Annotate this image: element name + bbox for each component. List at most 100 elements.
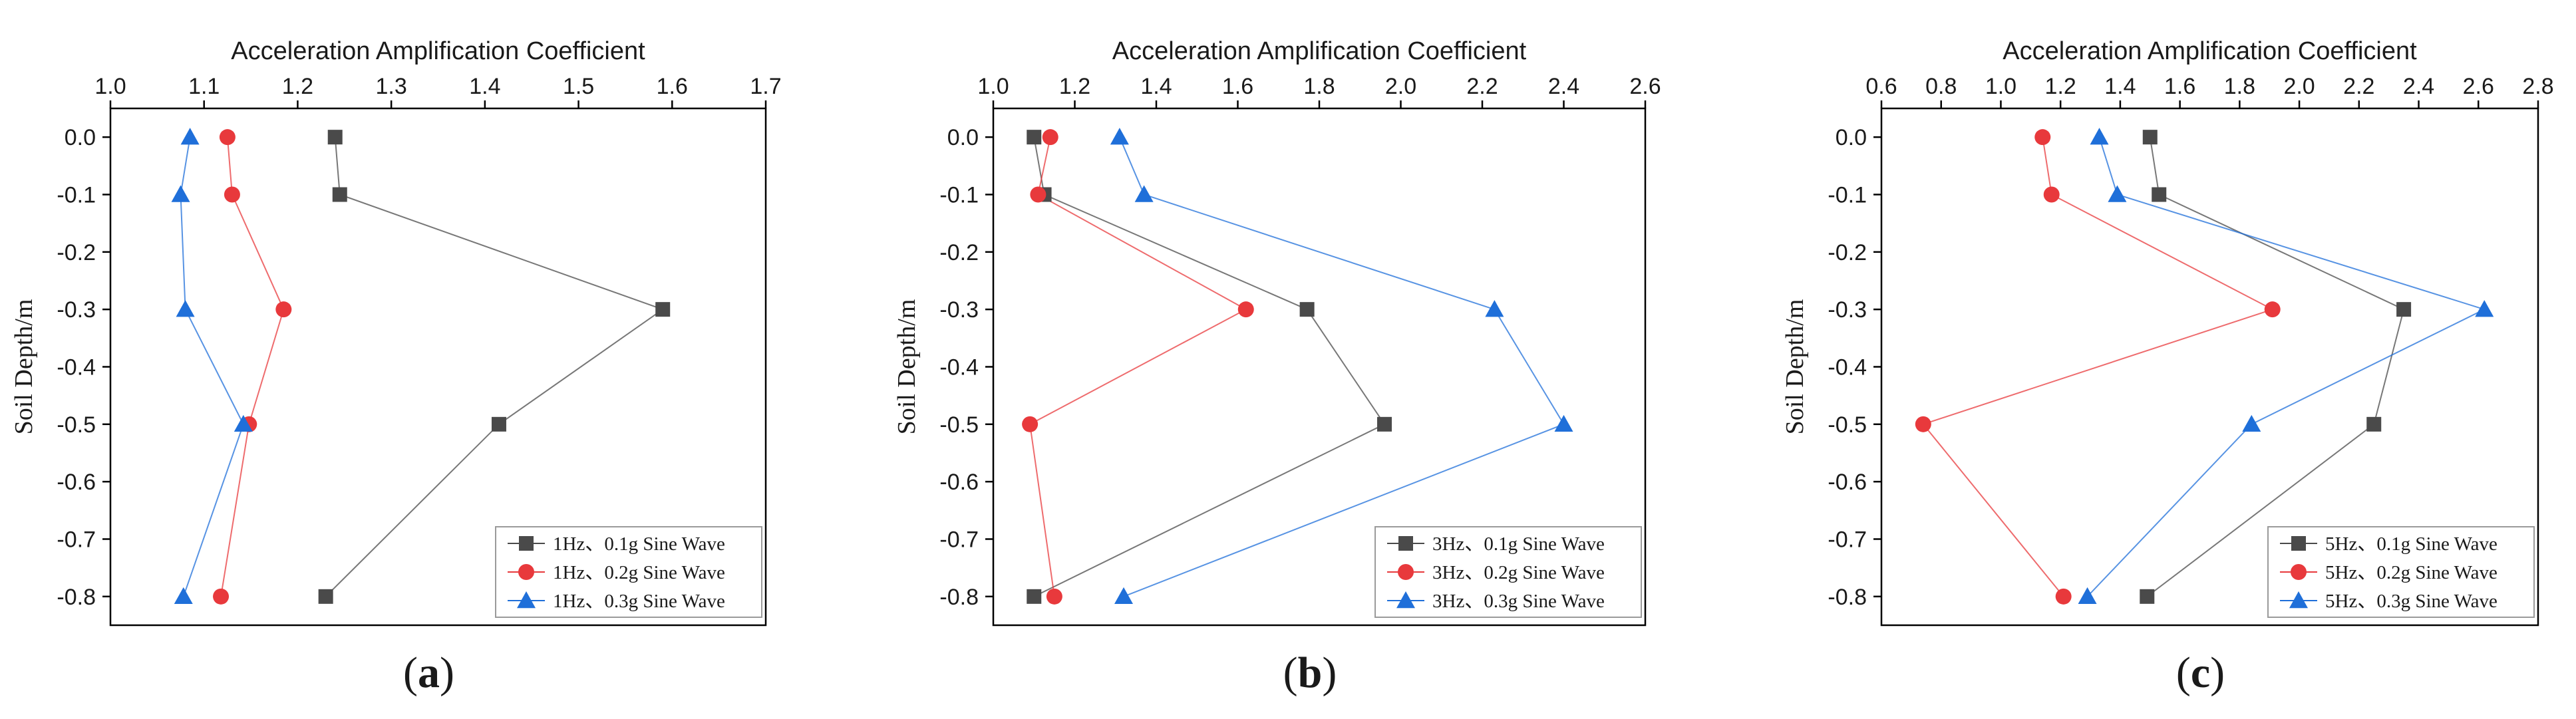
data-point-s3-5: [1114, 587, 1133, 605]
data-point-s3-4: [2242, 414, 2261, 432]
y-axis-title: Soil Depth/m: [1781, 299, 1809, 435]
data-point-s2-5: [213, 588, 230, 605]
x-tick-label: 2.0: [1385, 74, 1416, 99]
y-tick-label: 0.0: [947, 125, 979, 150]
data-point-s2-3: [1237, 301, 1254, 318]
x-tick-label: 0.8: [1925, 74, 1957, 99]
legend-label-3: 1Hz、0.3g Sine Wave: [553, 591, 725, 612]
data-point-s1-2: [332, 187, 347, 202]
legend: 5Hz、0.1g Sine Wave 5Hz、0.2g Sine Wave 5Hz、…: [2267, 526, 2535, 618]
legend-label-3: 5Hz、0.3g Sine Wave: [2325, 591, 2497, 612]
x-tick-label: 1.8: [1303, 74, 1335, 99]
chart-panel-c: 0.6 0.8 1.0 1.2 1.4 1.6 1.8 2.0 2.2 2.4 2.6 2.8 0.0 -…: [1781, 37, 2554, 697]
data-point-s1-5: [318, 589, 333, 604]
x-tick-label: 2.6: [1629, 74, 1661, 99]
y-axis-title: Soil Depth/m: [893, 299, 921, 435]
x-axis-title: Acceleration Amplification Coefficient: [231, 37, 645, 65]
x-axis-title: Acceleration Amplification Coefficient: [2003, 37, 2417, 65]
data-point-s2-4: [1022, 416, 1039, 432]
data-point-s1-3: [2396, 302, 2412, 317]
data-point-s2-2: [2043, 186, 2060, 203]
x-tick-label: 1.6: [657, 74, 688, 99]
legend-marker-3: [1396, 591, 1415, 609]
panel-label-letter: a: [418, 648, 440, 697]
legend-marker-1: [1398, 536, 1413, 551]
panel-label: (a): [403, 648, 454, 697]
x-tick-label: 1.0: [977, 74, 1009, 99]
data-point-s3-1: [180, 128, 200, 145]
y-tick-label: 0.0: [1836, 125, 1867, 150]
panel-label-letter: b: [1298, 648, 1323, 697]
data-point-s3-1: [1110, 128, 1129, 145]
series-line-2: [1029, 136, 1247, 597]
y-tick-label: -0.8: [939, 585, 979, 610]
data-point-s3-4: [234, 414, 253, 432]
data-point-s1-3: [1299, 302, 1315, 317]
legend: 1Hz、0.1g Sine Wave 1Hz、0.2g Sine Wave 1Hz、…: [495, 526, 762, 618]
x-tick-label: 0.6: [1865, 74, 1897, 99]
y-tick-label: -0.8: [57, 585, 96, 610]
chart-panel-b: 1.0 1.2 1.4 1.6 1.8 2.0 2.2 2.4 2.6 0.0 -0.1 -0.2 -0…: [893, 37, 1661, 697]
data-point-s3-1: [2090, 128, 2109, 145]
y-tick-label: -0.3: [1828, 297, 1867, 323]
data-point-s3-2: [2108, 185, 2127, 202]
x-tick-label: 1.8: [2224, 74, 2255, 99]
legend-label-2: 5Hz、0.2g Sine Wave: [2325, 562, 2497, 583]
x-tick-label: 1.4: [2104, 74, 2136, 99]
legend-label-2: 1Hz、0.2g Sine Wave: [553, 562, 725, 583]
data-point-s3-4: [1554, 414, 1573, 432]
legend-label-2: 3Hz、0.2g Sine Wave: [1432, 562, 1605, 583]
y-tick-label: -0.7: [1828, 527, 1867, 553]
legend-label-3: 3Hz、0.3g Sine Wave: [1432, 591, 1605, 612]
x-tick-label: 1.4: [469, 74, 500, 99]
y-tick-label: -0.6: [939, 470, 979, 495]
data-point-s2-1: [1042, 129, 1058, 146]
data-point-s3-5: [2078, 587, 2097, 605]
y-tick-label: -0.2: [1828, 240, 1867, 265]
chart-panel-a: 1.0 1.1 1.2 1.3 1.4 1.5 1.6 1.7 0.0 -0.1 -0.2 -0.3 -…: [10, 37, 782, 697]
y-tick-label: -0.5: [1828, 412, 1867, 438]
data-point-s2-3: [275, 301, 292, 318]
data-point-s2-3: [2264, 301, 2281, 318]
y-tick-label: 0.0: [65, 125, 96, 150]
x-tick-label: 1.2: [2045, 74, 2076, 99]
legend-marker-1: [519, 536, 534, 551]
x-axis-title: Acceleration Amplification Coefficient: [1112, 37, 1527, 65]
legend-label-1: 3Hz、0.1g Sine Wave: [1432, 533, 1605, 555]
data-point-s1-3: [655, 302, 671, 317]
x-tick-label: 1.7: [750, 74, 781, 99]
x-tick-label: 2.8: [2522, 74, 2553, 99]
legend-label-1: 1Hz、0.1g Sine Wave: [553, 533, 725, 555]
x-tick-label: 1.2: [282, 74, 313, 99]
y-tick-label: -0.3: [57, 297, 96, 323]
y-tick-label: -0.1: [1828, 183, 1867, 208]
legend-marker-1: [2291, 536, 2306, 551]
data-point-s1-4: [1377, 416, 1392, 432]
y-axis-title: Soil Depth/m: [10, 299, 38, 435]
y-tick-label: -0.3: [939, 297, 979, 323]
data-point-s3-3: [1485, 300, 1504, 317]
legend-label-1: 5Hz、0.1g Sine Wave: [2325, 533, 2497, 555]
series-line-2: [1922, 137, 2275, 597]
data-point-s2-2: [1030, 186, 1046, 203]
data-point-s1-5: [2140, 589, 2155, 604]
data-point-s3-2: [1134, 185, 1154, 202]
data-point-s1-2: [2152, 187, 2167, 202]
x-tick-label: 1.2: [1059, 74, 1090, 99]
data-point-s2-1: [219, 129, 236, 146]
y-tick-label: -0.4: [1828, 355, 1867, 380]
y-tick-label: -0.7: [57, 527, 96, 553]
data-point-s2-4: [1915, 416, 1931, 432]
data-point-s1-4: [2366, 416, 2382, 432]
legend-marker-2: [518, 564, 534, 580]
x-tick-label: 1.4: [1140, 74, 1172, 99]
data-point-s1-4: [491, 416, 506, 432]
x-tick-label: 2.2: [2343, 74, 2374, 99]
y-tick-label: -0.2: [939, 240, 979, 265]
x-tick-label: 1.0: [1985, 74, 2016, 99]
y-tick-label: -0.5: [57, 412, 96, 438]
data-point-s3-3: [2475, 300, 2494, 317]
data-point-s2-5: [2055, 588, 2072, 605]
x-tick-label: 1.6: [1222, 74, 1253, 99]
